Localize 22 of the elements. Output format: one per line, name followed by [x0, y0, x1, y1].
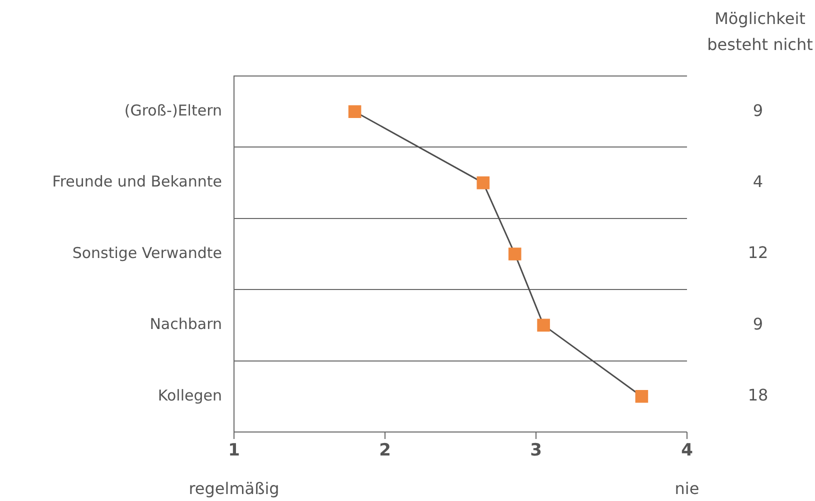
- text: regelmäßig: [188, 479, 280, 498]
- y-tick-label: Sonstige Verwandte: [72, 244, 222, 262]
- text: 12: [748, 243, 768, 262]
- text: 9: [752, 100, 764, 120]
- point: [537, 318, 550, 332]
- point: [508, 248, 522, 260]
- point: [348, 105, 362, 118]
- text: Möglichkeit besteht nicht: [707, 9, 813, 54]
- point: [635, 390, 648, 403]
- x-tick-label: 1: [228, 440, 240, 461]
- y-tick-label: Freunde und Bekannte: [52, 172, 222, 191]
- text: 18: [748, 386, 768, 405]
- x-tick-label: 2: [379, 440, 391, 461]
- x-tick-label: 4: [681, 440, 694, 461]
- x-tick-label: 3: [530, 440, 542, 461]
- text: 4: [752, 172, 764, 191]
- y-tick-label: Kollegen: [158, 386, 222, 404]
- y-tick-label: Nachbarn: [150, 315, 222, 334]
- y-tick-label: (Groß-)Eltern: [124, 101, 222, 120]
- point: [476, 176, 490, 190]
- text: 9: [752, 314, 764, 334]
- text: nie: [674, 479, 700, 498]
